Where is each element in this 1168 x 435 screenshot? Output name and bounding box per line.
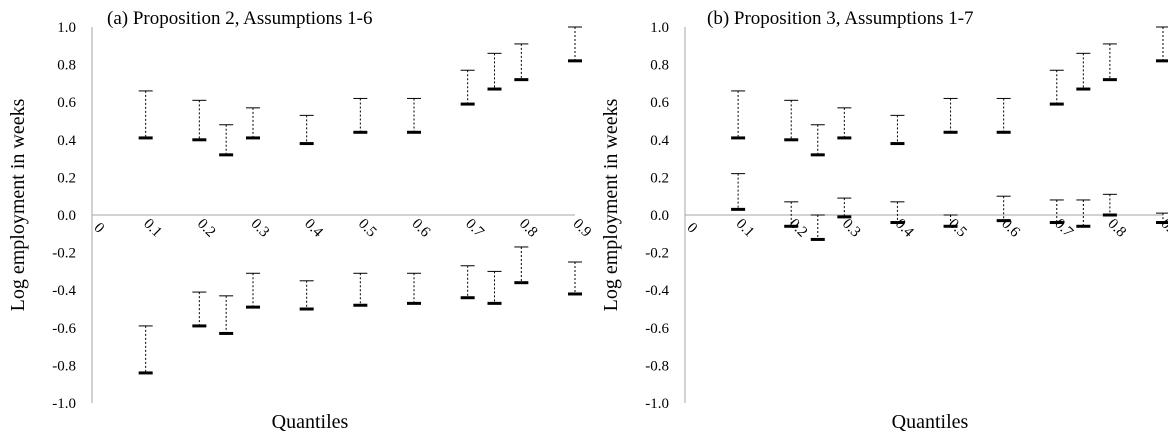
interval-bar (943, 214, 958, 228)
y-tick-label: 0.6 (57, 95, 76, 111)
interval-bar (731, 90, 746, 140)
interval-bar (514, 43, 529, 82)
interval-bar (192, 99, 207, 142)
x-tick-label: 0.8 (1104, 216, 1129, 241)
y-tick-label: -0.2 (52, 246, 76, 262)
chart-title: (b) Proposition 3, Assumptions 1-7 (707, 8, 974, 29)
interval-bar (219, 295, 234, 335)
interval-bar (731, 173, 746, 211)
x-tick-label: 0.5 (355, 216, 380, 241)
chart-title: (a) Proposition 2, Assumptions 1-6 (107, 8, 372, 29)
x-tick-label: 0.9 (1158, 216, 1168, 241)
interval-bar (943, 97, 958, 134)
x-tick-label: 0.5 (945, 216, 970, 241)
interval-bar (219, 124, 234, 157)
interval-bar (487, 270, 502, 305)
y-tick-label: 1.0 (650, 20, 669, 36)
x-axis-title: Quantiles (892, 411, 969, 433)
y-axis-title: Log employment in weeks (600, 98, 622, 311)
interval-bar (299, 114, 314, 146)
x-tick-label: 0.1 (733, 216, 758, 241)
interval-bar (299, 280, 314, 311)
x-tick-label: 0 (684, 220, 701, 237)
interval-bar (1049, 69, 1064, 106)
y-tick-label: -0.8 (52, 358, 76, 374)
interval-bar (192, 291, 207, 328)
interval-bar (246, 272, 260, 309)
interval-bar (837, 197, 852, 219)
interval-bar (1076, 199, 1091, 228)
x-axis-title: Quantiles (272, 411, 349, 433)
y-tick-label: -1.0 (52, 396, 76, 412)
y-tick-label: 0.2 (650, 170, 669, 186)
y-tick-label: 0.0 (650, 208, 669, 224)
interval-bar (138, 90, 153, 140)
y-tick-label: 0.8 (650, 58, 669, 74)
y-tick-label: 1.0 (57, 20, 76, 36)
interval-bar (890, 114, 905, 146)
interval-bar (487, 52, 502, 91)
interval-bar (407, 97, 421, 134)
interval-bar (810, 124, 825, 157)
chart-panel-a: (a) Proposition 2, Assumptions 1-6 1.0 0.8… (7, 8, 594, 433)
interval-bar (784, 99, 799, 142)
interval-bar (890, 201, 905, 225)
y-tick-label: -0.4 (52, 283, 76, 299)
interval-bar (996, 195, 1011, 223)
interval-bar (996, 97, 1011, 134)
y-tick-label: 0.0 (57, 208, 76, 224)
interval-bar (514, 246, 529, 285)
x-tick-label: 0.3 (248, 216, 273, 241)
y-tick-label: -0.8 (645, 358, 669, 374)
interval-bar (568, 261, 582, 296)
interval-bar (784, 201, 799, 228)
interval-bar (1102, 193, 1117, 217)
y-tick-label: -0.4 (645, 283, 669, 299)
interval-bar (837, 107, 852, 140)
interval-bar (810, 214, 825, 241)
x-tick-label: 0.1 (140, 216, 165, 241)
interval-bar (353, 272, 368, 307)
interval-bar (460, 265, 475, 300)
interval-bar (1156, 26, 1168, 63)
interval-bar (138, 325, 153, 375)
x-tick-label: 0.6 (409, 216, 434, 241)
y-tick-label: -0.2 (645, 246, 669, 262)
x-tick-label: 0.7 (1051, 216, 1076, 241)
interval-bar (460, 69, 475, 106)
x-tick-label: 0.9 (570, 216, 595, 241)
x-tick-label: 0.2 (786, 216, 811, 241)
interval-bar (407, 272, 421, 305)
x-tick-label: 0.2 (194, 216, 219, 241)
y-tick-label: -0.6 (645, 321, 669, 337)
x-tick-label: 0.4 (301, 216, 326, 241)
y-axis-title: Log employment in weeks (7, 98, 29, 311)
interval-bar (1049, 199, 1064, 225)
y-tick-label: 0.6 (650, 95, 669, 111)
chart-panel-b: (b) Proposition 3, Assumptions 1-7 1.0 0.8… (600, 8, 1168, 433)
x-tick-label: 0.7 (462, 216, 487, 241)
interval-bar (1102, 43, 1117, 82)
y-tick-label: 0.4 (57, 133, 76, 149)
x-tick-label: 0.8 (516, 216, 541, 241)
interval-bar (568, 26, 582, 63)
interval-bar (246, 107, 260, 140)
x-tick-label: 0.4 (892, 216, 917, 241)
y-tick-label: 0.4 (650, 133, 669, 149)
y-tick-label: 0.8 (57, 58, 76, 74)
y-tick-label: -0.6 (52, 321, 76, 337)
interval-bar (1076, 52, 1091, 91)
x-tick-label: 0 (91, 220, 108, 237)
y-tick-label: -1.0 (645, 396, 669, 412)
interval-bar (353, 97, 368, 134)
x-tick-label: 0.3 (839, 216, 864, 241)
y-tick-label: 0.2 (57, 170, 76, 186)
